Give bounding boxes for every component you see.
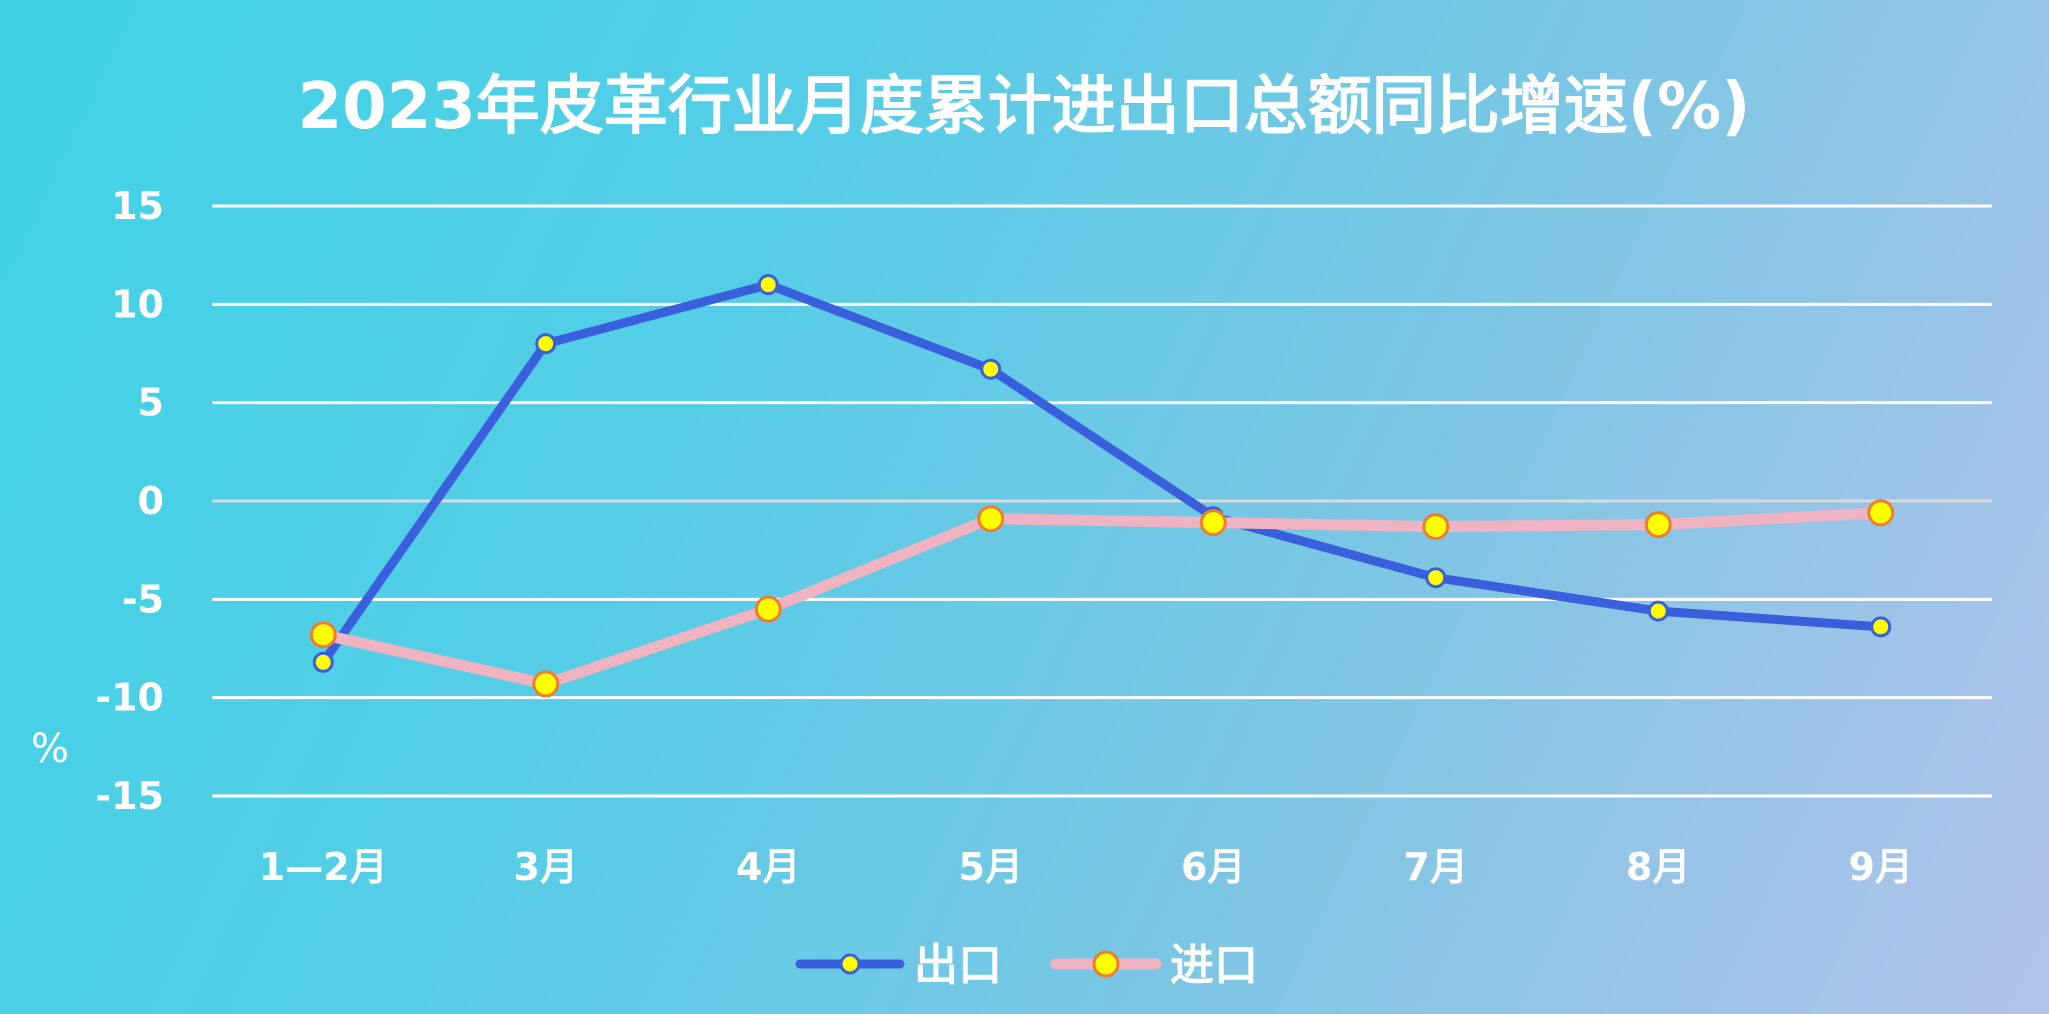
legend-swatch-marker <box>1092 950 1120 978</box>
series-lines <box>317 280 1887 690</box>
data-point <box>757 274 779 296</box>
x-tick-label: 4月 <box>736 845 800 889</box>
data-point <box>754 595 782 623</box>
legend-swatch-marker <box>839 953 861 975</box>
legend: 出口 进口 <box>795 940 1258 991</box>
data-point <box>312 651 334 673</box>
y-axis-label: % <box>31 726 69 772</box>
data-point <box>535 333 557 355</box>
y-tick-label: 5 <box>138 381 164 425</box>
x-tick-label: 7月 <box>1404 845 1468 889</box>
data-point <box>532 670 560 698</box>
chart-title: 2023年皮革行业月度累计进出口总额同比增速(%) <box>298 70 1751 144</box>
x-tick-label: 8月 <box>1626 845 1690 889</box>
data-point <box>980 358 1002 380</box>
x-tick-label: 1—2月 <box>259 845 388 889</box>
y-tick-label: -10 <box>95 676 164 720</box>
gridlines <box>212 204 1992 798</box>
y-tick-label: -5 <box>122 577 164 621</box>
y-tick-label: -15 <box>95 774 164 818</box>
y-tick-label: 10 <box>111 282 164 326</box>
series-line <box>317 507 1887 690</box>
data-point <box>309 621 337 649</box>
legend-label: 出口 <box>914 940 1002 991</box>
data-point <box>1644 511 1672 539</box>
data-point <box>1867 499 1895 527</box>
data-point <box>977 505 1005 533</box>
data-point <box>1647 600 1669 622</box>
legend-label: 进口 <box>1170 940 1258 991</box>
x-tick-label: 6月 <box>1181 845 1245 889</box>
y-tick-labels: 15 10 5 0 -5 -10 -15 <box>95 184 164 818</box>
data-point <box>1425 567 1447 589</box>
data-point <box>1870 616 1892 638</box>
data-point <box>1199 509 1227 537</box>
x-tick-label: 3月 <box>514 845 578 889</box>
x-tick-label: 5月 <box>959 845 1023 889</box>
series-line <box>318 280 1886 667</box>
y-tick-label: 0 <box>138 479 164 523</box>
series-markers <box>309 274 1895 698</box>
data-point <box>1422 513 1450 541</box>
x-tick-label: 9月 <box>1849 845 1913 889</box>
x-tick-labels: 1—2月 3月 4月 5月 6月 7月 8月 9月 <box>259 845 1913 889</box>
y-tick-label: 15 <box>111 184 164 228</box>
